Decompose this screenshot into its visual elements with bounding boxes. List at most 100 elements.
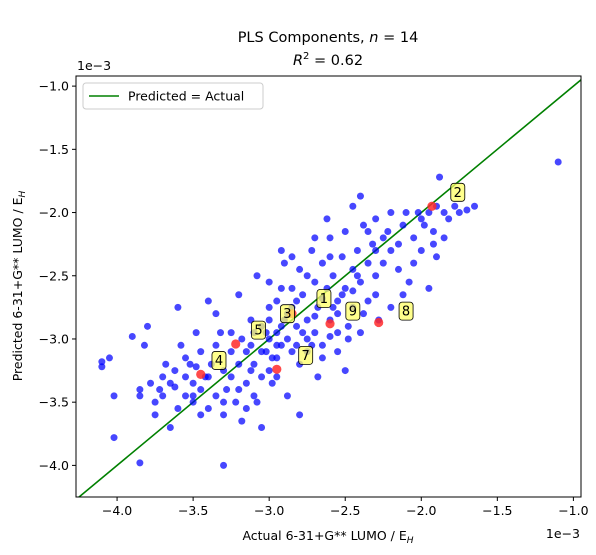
data-point [344,335,352,343]
data-point [223,386,231,394]
data-point [429,240,437,248]
data-point [326,234,334,242]
data-point [247,367,255,375]
data-point [293,341,301,349]
data-point [273,341,281,349]
data-point [440,209,448,217]
x-offset-label: 1e−3 [546,526,580,541]
annotations: 1 2 3 4 5 7 8 9 [211,182,466,370]
data-point [265,367,273,375]
data-point [265,335,273,343]
data-point [217,329,225,337]
data-point [192,363,200,371]
data-point [136,386,144,394]
data-point [341,284,349,292]
y-tick-label: −4.0 [39,458,69,473]
x-axis-label: Actual 6-31+G** LUMO / EH [242,528,413,546]
data-point [265,303,273,311]
annotation-label: 5 [254,324,262,339]
data-point [334,329,342,337]
x-tick-label: −4.0 [102,503,132,518]
data-point [151,398,159,406]
data-point [440,234,448,242]
data-point [329,272,337,280]
data-point [432,253,440,261]
y-tick-label: −1.5 [39,142,69,157]
data-point [182,373,190,381]
data-point [265,316,273,324]
data-point [318,354,326,362]
data-point [253,272,261,280]
data-point [253,398,261,406]
data-point [311,278,319,286]
data-point [318,259,326,267]
data-point [277,322,285,330]
data-point [293,297,301,305]
data-point [182,354,190,362]
data-point [232,398,240,406]
annotation-label: 4 [215,354,223,369]
data-point [344,322,352,330]
data-point [334,348,342,356]
data-point [277,284,285,292]
legend-box [82,82,264,110]
data-point [151,411,159,419]
x-tick-label: −3.5 [178,503,208,518]
annotation-box [280,304,295,324]
data-point [341,367,349,375]
data-point [143,322,151,330]
data-point [268,379,276,387]
annotation-8: 8 [398,301,414,321]
annotation-2: 2 [450,182,466,202]
axes-frame [75,75,582,498]
x-tick-label: −1.5 [482,503,512,518]
annotation-box [211,351,227,370]
annotation-box [398,301,414,321]
data-point [338,253,346,261]
highlighted-point [374,317,384,328]
data-point [250,392,258,400]
data-point [299,329,307,337]
data-point [159,373,167,381]
data-point [288,284,296,292]
data-point [420,221,428,229]
data-point [192,329,200,337]
data-point [402,209,410,217]
data-point [280,259,288,267]
data-point [334,297,342,305]
data-point [353,246,361,254]
y-tick-label: −3.5 [39,395,69,410]
data-point [308,246,316,254]
data-point [186,360,194,368]
data-point [338,291,346,299]
data-point [356,278,364,286]
data-point [128,332,136,340]
data-point [356,329,364,337]
data-point [265,278,273,286]
data-point [242,379,250,387]
data-point [399,291,407,299]
data-point [451,202,459,210]
x-tick-label: −1.0 [558,503,588,518]
data-point [296,265,304,273]
data-point [372,291,380,299]
data-point [364,259,372,267]
data-point [425,284,433,292]
data-point [182,392,190,400]
legend: Predicted = Actual [82,82,264,110]
data-point [159,392,167,400]
data-point [273,373,281,381]
y-offset-label: 1e−3 [77,58,111,73]
data-point [98,363,106,371]
annotation-label: 7 [302,349,310,364]
data-point [296,411,304,419]
data-point [258,423,266,431]
data-point [425,209,433,217]
data-point [303,316,311,324]
data-point [238,417,246,425]
data-point [359,310,367,318]
data-point [258,373,266,381]
data-point [227,373,235,381]
data-point [429,228,437,236]
